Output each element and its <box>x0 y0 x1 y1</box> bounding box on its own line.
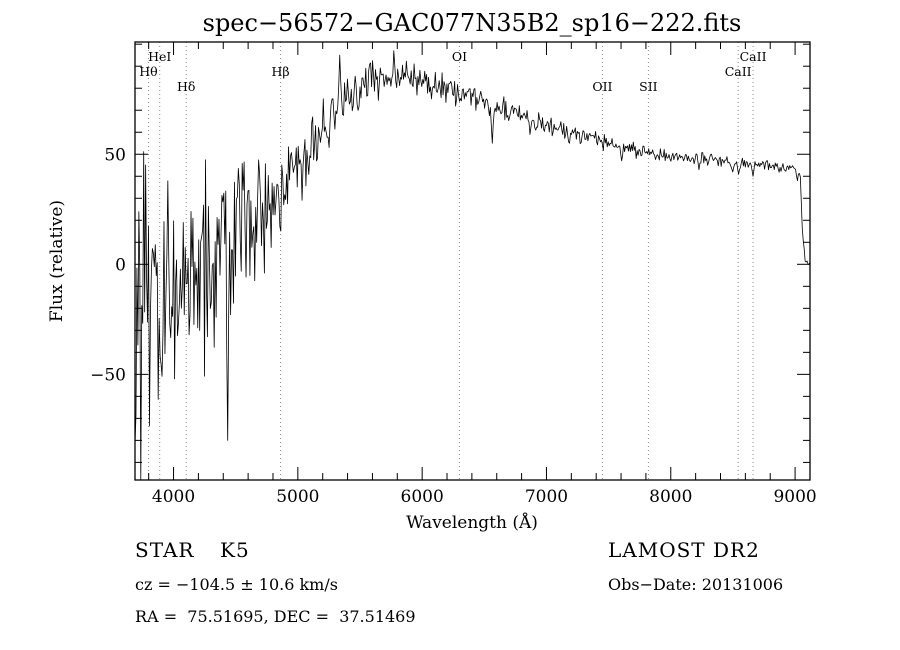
spectral-line-label: Hβ <box>271 64 289 79</box>
spectral-line-label: Hθ <box>139 64 157 79</box>
x-tick-label: 5000 <box>276 487 319 507</box>
survey-label: LAMOST DR2 <box>608 538 760 562</box>
x-tick-label: 9000 <box>773 487 816 507</box>
cz-value: cz = −104.5 ± 10.6 km/s <box>135 575 338 594</box>
spectral-line-label: HeI <box>148 49 171 64</box>
axes: 4000 5000 6000 7000 8000 9000 −50 0 50 <box>90 41 817 507</box>
x-tick-label: 7000 <box>525 487 568 507</box>
y-tick-label: 50 <box>104 145 126 165</box>
y-tick-label: 0 <box>115 255 126 275</box>
spectral-line-label: CaII <box>740 49 767 64</box>
ra-dec-value: RA = 75.51695, DEC = 37.51469 <box>135 607 416 626</box>
y-axis-label: Flux (relative) <box>47 200 67 322</box>
spectral-line-label: OI <box>452 49 467 64</box>
spectrum-curve <box>134 50 811 481</box>
object-subclass-label: K5 <box>220 538 250 562</box>
obs-date-value: Obs−Date: 20131006 <box>608 575 783 594</box>
x-tick-label: 6000 <box>401 487 444 507</box>
x-tick-label: 8000 <box>649 487 692 507</box>
x-axis-label: Wavelength (Å) <box>406 512 538 533</box>
spectral-line-label: Hδ <box>177 79 195 94</box>
plot-frame <box>134 41 811 481</box>
spectral-line-label: CaII <box>725 64 752 79</box>
chart-title: spec−56572−GAC077N35B2_sp16−222.fits <box>203 9 742 37</box>
object-class-label: STAR <box>135 538 194 562</box>
spectral-line-label: OII <box>592 79 612 94</box>
spectrum-path <box>134 50 811 481</box>
y-tick-label: −50 <box>90 365 126 385</box>
x-tick-label: 4000 <box>152 487 195 507</box>
spectral-line-label: SII <box>639 79 658 94</box>
